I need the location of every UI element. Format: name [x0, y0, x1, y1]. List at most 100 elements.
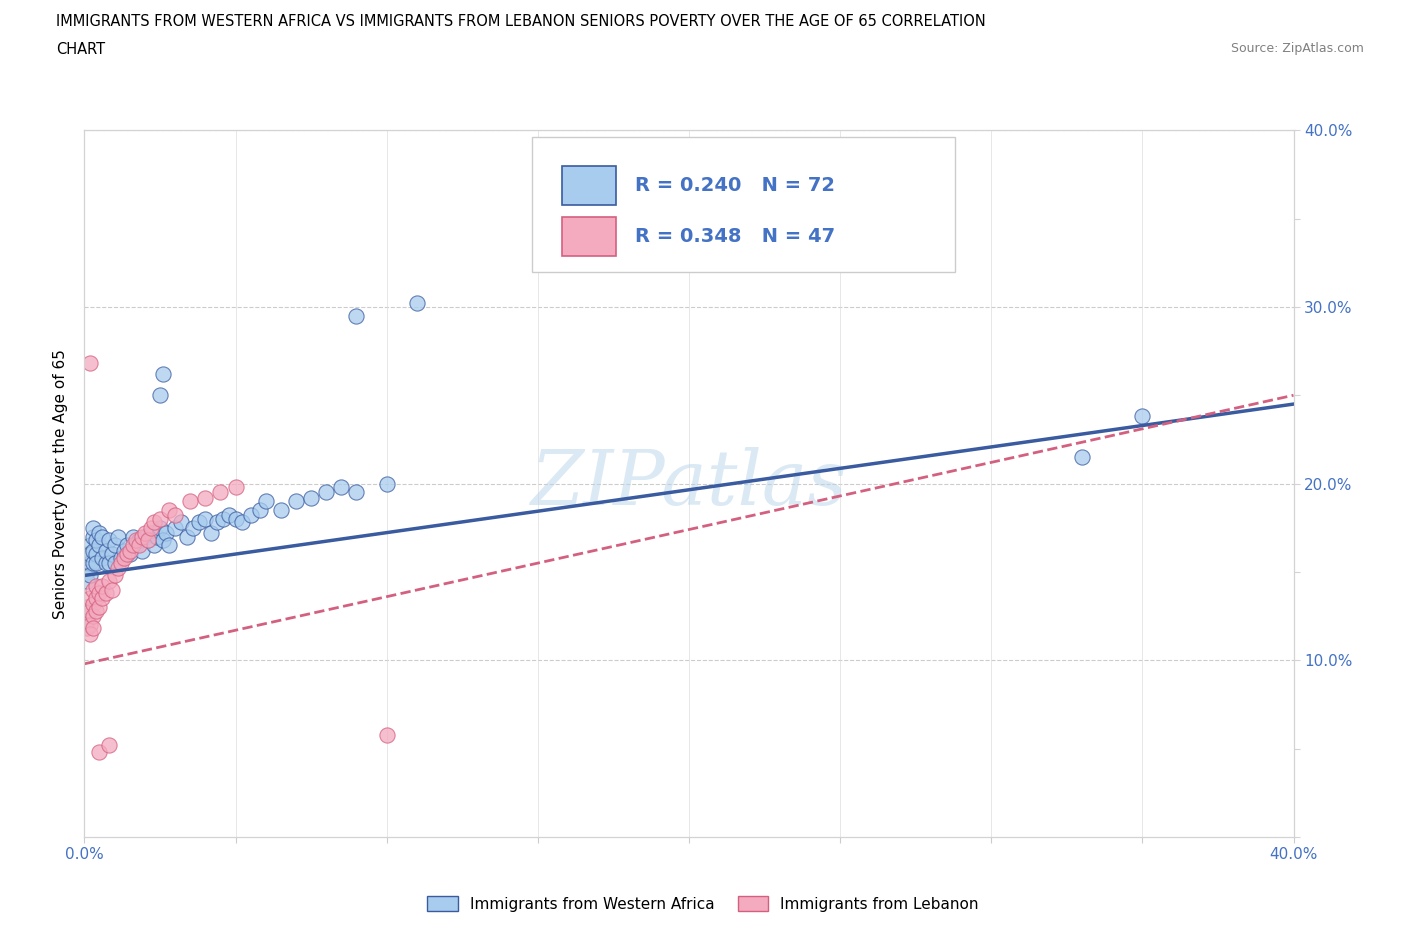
Point	[94, 556, 117, 571]
Point	[79, 591, 101, 606]
Point	[91, 551, 114, 565]
Point	[91, 591, 114, 606]
Point	[152, 533, 174, 548]
Point	[79, 356, 101, 371]
Point	[86, 533, 108, 548]
Point	[231, 515, 253, 530]
Text: Source: ZipAtlas.com: Source: ZipAtlas.com	[1230, 42, 1364, 55]
Point	[115, 547, 138, 562]
Point	[194, 490, 217, 505]
Point	[91, 578, 114, 593]
Point	[131, 529, 153, 544]
Point	[107, 529, 129, 544]
Point	[82, 621, 104, 636]
FancyBboxPatch shape	[562, 217, 616, 256]
Point	[110, 556, 132, 571]
Point	[82, 556, 104, 571]
Point	[157, 538, 180, 552]
Point	[112, 551, 135, 565]
Point	[79, 618, 101, 632]
Point	[249, 503, 271, 518]
Point	[139, 521, 162, 536]
Point	[157, 503, 180, 518]
Point	[225, 512, 247, 526]
Point	[209, 485, 232, 500]
Point	[299, 490, 322, 505]
Point	[100, 582, 122, 597]
Point	[225, 480, 247, 495]
Point	[181, 521, 204, 536]
Point	[200, 525, 222, 540]
Point	[125, 533, 148, 548]
Point	[97, 556, 120, 571]
Point	[76, 621, 98, 636]
Point	[76, 600, 98, 615]
Point	[149, 388, 172, 403]
Point	[79, 556, 101, 571]
Point	[89, 600, 111, 615]
Point	[176, 529, 198, 544]
Point	[89, 538, 111, 552]
Point	[346, 309, 368, 324]
Point	[76, 609, 98, 624]
Point	[89, 745, 111, 760]
Point	[79, 627, 101, 642]
Point	[136, 533, 159, 548]
Point	[239, 508, 262, 523]
Point	[76, 547, 98, 562]
Point	[149, 512, 172, 526]
Point	[207, 515, 229, 530]
Point	[94, 543, 117, 558]
Point	[76, 556, 98, 571]
Point	[82, 521, 104, 536]
Point	[1071, 450, 1094, 465]
Point	[76, 565, 98, 579]
Point	[330, 480, 353, 495]
Point	[82, 543, 104, 558]
Point	[346, 485, 368, 500]
Point	[94, 586, 117, 601]
Point	[142, 515, 165, 530]
Text: CHART: CHART	[56, 42, 105, 57]
Point	[146, 529, 169, 544]
Point	[165, 508, 187, 523]
Point	[128, 533, 150, 548]
Point	[86, 591, 108, 606]
Point	[254, 494, 277, 509]
Point	[82, 529, 104, 544]
Point	[112, 543, 135, 558]
Point	[134, 525, 156, 540]
Point	[86, 604, 108, 618]
Point	[86, 547, 108, 562]
Point	[76, 573, 98, 589]
Point	[142, 538, 165, 552]
Point	[194, 512, 217, 526]
Point	[118, 547, 141, 562]
Point	[104, 568, 127, 583]
Point	[100, 547, 122, 562]
Point	[165, 521, 187, 536]
Point	[188, 515, 211, 530]
Point	[1130, 409, 1153, 424]
Point	[79, 604, 101, 618]
Point	[139, 525, 162, 540]
Point	[110, 551, 132, 565]
Point	[79, 568, 101, 583]
Text: R = 0.348   N = 47: R = 0.348 N = 47	[634, 227, 835, 246]
Point	[86, 556, 108, 571]
Point	[104, 538, 127, 552]
Point	[128, 538, 150, 552]
Point	[97, 533, 120, 548]
Point	[375, 727, 398, 742]
Point	[218, 508, 240, 523]
Point	[315, 485, 337, 500]
Point	[82, 596, 104, 611]
Point	[131, 543, 153, 558]
Point	[76, 614, 98, 629]
Point	[121, 538, 143, 552]
Point	[125, 538, 148, 552]
Point	[121, 529, 143, 544]
Point	[91, 529, 114, 544]
Point	[89, 525, 111, 540]
Point	[89, 586, 111, 601]
